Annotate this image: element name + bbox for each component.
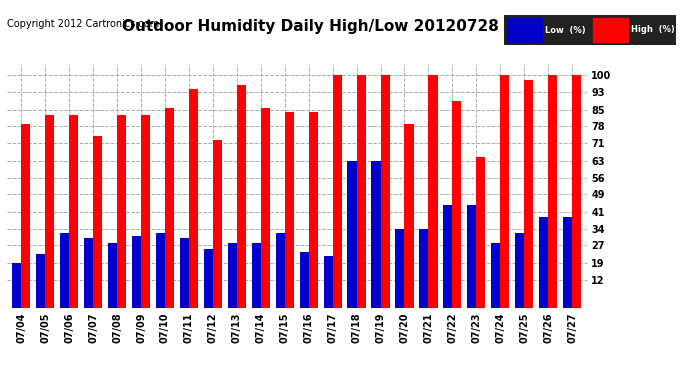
Bar xyxy=(308,112,318,308)
Bar xyxy=(507,18,542,42)
Bar xyxy=(371,161,380,308)
Bar xyxy=(252,243,261,308)
Bar xyxy=(467,206,476,308)
Bar xyxy=(132,236,141,308)
Bar xyxy=(36,254,46,308)
Bar xyxy=(299,252,308,308)
Text: Low  (%): Low (%) xyxy=(545,26,586,34)
Bar xyxy=(572,75,581,308)
Bar xyxy=(453,101,462,308)
Bar xyxy=(156,233,165,308)
Bar xyxy=(213,140,222,308)
Bar xyxy=(84,238,93,308)
Bar xyxy=(237,85,246,308)
Bar xyxy=(443,206,453,308)
Bar xyxy=(380,75,390,308)
Text: Outdoor Humidity Daily High/Low 20120728: Outdoor Humidity Daily High/Low 20120728 xyxy=(122,19,499,34)
Bar xyxy=(69,115,78,308)
Bar xyxy=(275,233,285,308)
Bar xyxy=(420,229,428,308)
Bar xyxy=(60,233,69,308)
Bar xyxy=(117,115,126,308)
Bar xyxy=(539,217,548,308)
Bar xyxy=(12,263,21,308)
Bar xyxy=(428,75,437,308)
Bar xyxy=(324,256,333,307)
Bar xyxy=(46,115,55,308)
Bar xyxy=(21,124,30,308)
Bar xyxy=(141,115,150,308)
Text: Copyright 2012 Cartronics.com: Copyright 2012 Cartronics.com xyxy=(7,19,159,29)
Bar xyxy=(500,75,509,308)
Text: High  (%): High (%) xyxy=(631,26,675,34)
Bar xyxy=(189,89,198,308)
Bar xyxy=(93,136,102,308)
Bar xyxy=(524,80,533,308)
Bar xyxy=(593,18,628,42)
Bar xyxy=(204,249,213,308)
Bar xyxy=(563,217,572,308)
Bar xyxy=(357,75,366,308)
Bar xyxy=(515,233,524,308)
Bar xyxy=(108,243,117,308)
Bar xyxy=(476,157,486,308)
Bar xyxy=(180,238,189,308)
Bar xyxy=(395,229,404,308)
Bar xyxy=(228,243,237,308)
Bar xyxy=(165,108,174,308)
Bar xyxy=(404,124,413,308)
Bar xyxy=(548,75,558,308)
Bar xyxy=(285,112,294,308)
Bar xyxy=(491,243,500,308)
Bar xyxy=(348,161,357,308)
Bar xyxy=(333,75,342,308)
Bar xyxy=(261,108,270,308)
